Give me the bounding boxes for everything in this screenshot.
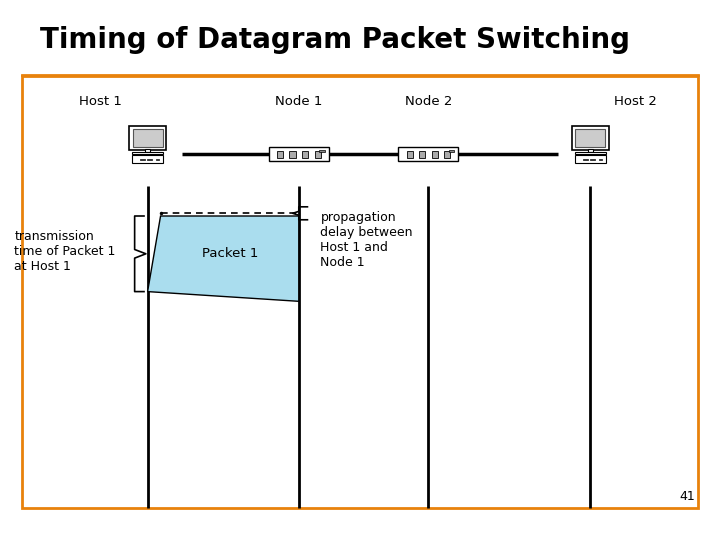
Bar [145,149,150,152]
Bar [575,154,606,163]
Text: Packet 1: Packet 1 [202,247,258,260]
Text: Node 1: Node 1 [275,95,323,108]
Bar [598,159,602,160]
Bar [129,126,166,150]
Bar [132,152,163,154]
Bar [315,151,320,158]
Bar [277,151,283,158]
Text: Node 2: Node 2 [405,95,452,108]
Text: Host 2: Host 2 [613,95,657,108]
Bar [320,150,325,152]
Bar [407,151,413,158]
Bar [575,129,606,147]
Text: 41: 41 [679,490,695,503]
Bar [419,151,425,158]
Bar [449,150,454,152]
Text: propagation
delay between
Host 1 and
Node 1: propagation delay between Host 1 and Nod… [320,211,413,269]
Bar [156,159,159,160]
FancyBboxPatch shape [22,76,698,508]
Polygon shape [148,216,299,301]
Bar [147,159,152,160]
Bar [588,149,593,152]
Bar [432,151,438,158]
Bar [289,151,295,158]
Bar [444,151,450,158]
Text: Timing of Datagram Packet Switching: Timing of Datagram Packet Switching [40,26,629,55]
Bar [132,129,163,147]
Bar [302,151,308,158]
Bar [140,159,145,160]
Bar [269,147,329,160]
Bar [590,159,595,160]
Text: Host 1: Host 1 [79,95,122,108]
Bar [572,126,609,150]
Bar [132,154,163,163]
Text: transmission
time of Packet 1
at Host 1: transmission time of Packet 1 at Host 1 [14,230,116,273]
Bar [583,159,588,160]
Bar [398,147,459,160]
Bar [575,152,606,154]
